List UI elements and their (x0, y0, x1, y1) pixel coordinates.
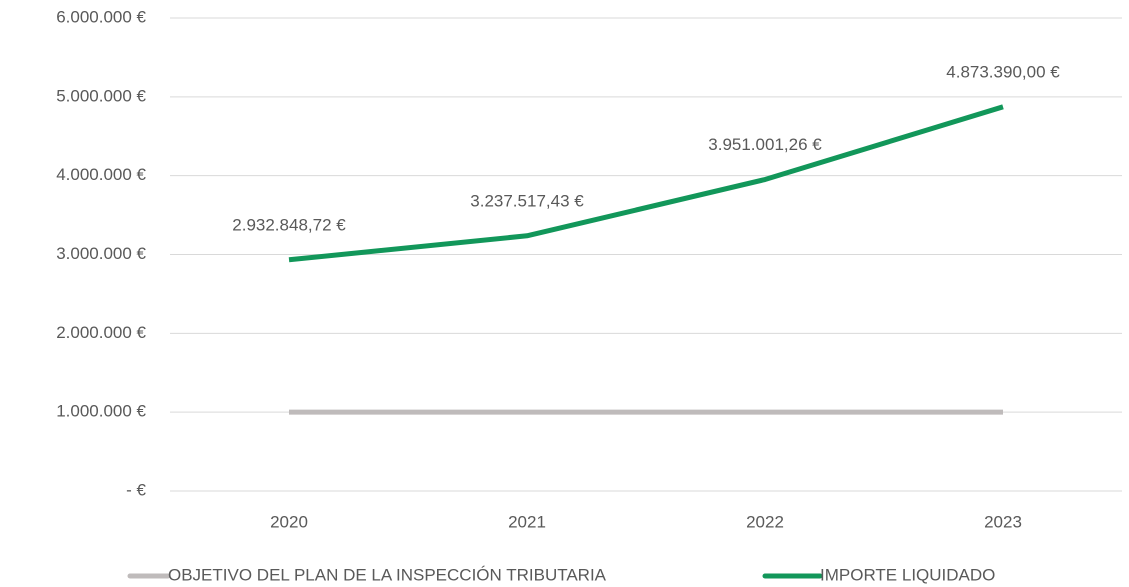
series-line (288, 104, 1004, 263)
x-tick-label: 2022 (746, 512, 784, 531)
y-tick-label: 5.000.000 € (56, 86, 146, 105)
y-tick-label: 4.000.000 € (56, 165, 146, 184)
data-label: 2.932.848,72 € (232, 215, 346, 234)
x-tick-label: 2020 (270, 512, 308, 531)
data-label: 4.873.390,00 € (946, 62, 1060, 81)
legend-label: OBJETIVO DEL PLAN DE LA INSPECCIÓN TRIBU… (168, 565, 607, 584)
data-label: 3.237.517,43 € (470, 191, 584, 210)
x-tick-label: 2023 (984, 512, 1022, 531)
x-tick-label: 2021 (508, 512, 546, 531)
data-label: 3.951.001,26 € (708, 135, 822, 154)
y-tick-label: 6.000.000 € (56, 7, 146, 26)
y-tick-label: 2.000.000 € (56, 323, 146, 342)
y-tick-label: 1.000.000 € (56, 402, 146, 421)
legend-label: IMPORTE LIQUIDADO (820, 565, 995, 584)
y-tick-label: - € (126, 480, 146, 499)
y-tick-label: 3.000.000 € (56, 244, 146, 263)
